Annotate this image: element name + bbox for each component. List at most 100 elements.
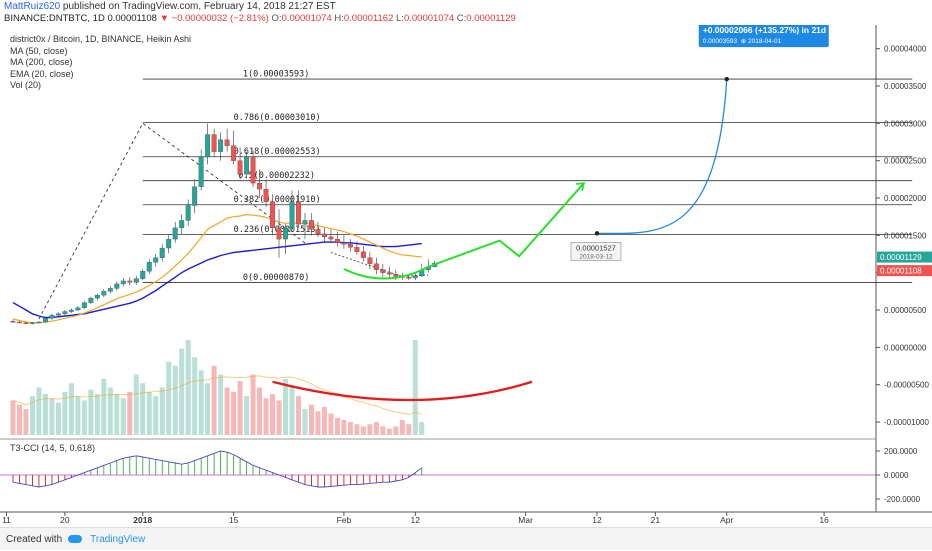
candle-body	[283, 227, 288, 240]
publish-text: published on TradingView.com, February 1…	[60, 1, 336, 12]
y-tick-label: 0.00003500	[884, 82, 927, 91]
y-tick-label: 0.00003000	[884, 119, 927, 128]
x-tick-label: Mar	[518, 515, 533, 525]
candle-body	[179, 220, 185, 229]
y-tick-label: -0.00000500	[884, 381, 929, 390]
candle-body	[127, 280, 133, 283]
volume-bar	[29, 396, 35, 435]
volume-bar	[75, 396, 81, 435]
volume-bar	[127, 391, 133, 435]
candle-body	[68, 309, 74, 312]
volume-bar	[107, 387, 113, 435]
volume-ma-line	[12, 375, 422, 415]
candle-body	[94, 294, 100, 299]
legend-vol[interactable]: Vol (20)	[10, 80, 42, 90]
volume-bar	[224, 387, 230, 435]
candle-body	[334, 238, 340, 243]
candle-body	[296, 201, 301, 225]
volume-bar	[237, 381, 243, 435]
measure-label-box: +0.00002066 (+135.27%) in 21d 0.00003593 ⊕…	[698, 25, 829, 48]
fib-level-label: 0.618(0.00002553)	[234, 147, 321, 157]
candle-body	[263, 188, 269, 202]
volume-bar	[185, 340, 191, 435]
fib-level-label: 1(0.00003593)	[243, 70, 310, 80]
volume-bar	[354, 424, 360, 435]
measure-label-date: ⊕ 2018-04-01	[741, 38, 782, 45]
volume-bar	[263, 398, 269, 435]
cci-tick-label: -200.0000	[884, 495, 921, 504]
volume-bar	[211, 365, 217, 435]
price-label-bg	[877, 251, 932, 263]
candle-body	[120, 280, 126, 285]
candle-body	[360, 251, 366, 258]
volume-bar	[88, 389, 94, 435]
candle-body	[36, 321, 42, 324]
high-value: 0.00001162	[343, 13, 394, 24]
volume-bar	[153, 396, 159, 435]
volume-bar	[367, 424, 373, 435]
volume-bar	[334, 417, 340, 435]
fib-level-label: 0.5(0.00002232)	[238, 171, 315, 181]
volume-bar	[23, 409, 29, 435]
open-label: O:	[271, 13, 282, 24]
price-chart[interactable]: 0.00004000 0.00003500 0.00003000 0.00002500…	[0, 25, 932, 525]
measure-origin-dot	[594, 231, 600, 236]
author-link[interactable]: MattRuiz620	[4, 1, 61, 12]
candle-body	[62, 311, 68, 314]
candle-body	[373, 263, 379, 270]
candle-body	[10, 321, 16, 323]
candle-body	[354, 247, 360, 252]
candle-body	[250, 156, 256, 184]
x-tick-label: 20	[60, 515, 70, 525]
legend-ema20[interactable]: EMA (20, close)	[10, 68, 74, 79]
legend-cci[interactable]: T3-CCI (14, 5, 0.618)	[10, 443, 96, 453]
open-value: 0.00001074	[281, 13, 332, 24]
legend-ma50[interactable]: MA (50, close)	[10, 45, 68, 56]
volume-bar	[308, 404, 314, 435]
cci-tick-label: 0.0000	[884, 471, 909, 480]
trend-dashed-line	[38, 122, 306, 320]
footer: Created with TradingView	[0, 527, 932, 550]
close-value: 0.00001129	[466, 13, 516, 24]
candle-body	[101, 291, 107, 296]
candle-body	[231, 145, 237, 161]
candle-body	[81, 302, 87, 308]
x-tick-label: 12	[592, 515, 602, 525]
candle-body	[309, 220, 314, 230]
candle-body	[140, 271, 146, 279]
legend-ma200[interactable]: MA (200, close)	[10, 57, 73, 67]
volume-bar	[347, 422, 353, 435]
point-label-value: 0.00001527	[576, 243, 616, 252]
volume-bar	[94, 393, 100, 435]
candle-body	[192, 186, 198, 206]
chart-background	[0, 25, 932, 525]
change-arrow-icon: ▼	[159, 13, 170, 24]
price-label-text: 0.00001108	[880, 267, 922, 276]
y-tick-label: -0.00001000	[884, 418, 929, 427]
volume-bar	[101, 378, 107, 435]
volume-bar	[205, 383, 211, 435]
candle-body	[328, 236, 334, 240]
projection-green-line	[343, 182, 585, 280]
measure-label-text: +0.00002066 (+135.27%) in 21d	[703, 25, 826, 35]
measure-curve	[596, 79, 728, 235]
volume-bar	[419, 422, 425, 435]
y-tick-label: 0.00002500	[884, 157, 927, 166]
candle-body	[367, 257, 373, 264]
candle-body	[146, 262, 152, 272]
volume-bar	[289, 385, 295, 435]
candle-body	[393, 274, 399, 277]
volume-bar	[406, 424, 412, 435]
measure-target-dot	[724, 76, 729, 82]
candle-body	[172, 227, 178, 240]
symbol-line: BINANCE:DNTBTC, 1D 0.00001108 ▼ −0.00000…	[0, 13, 516, 25]
footer-brand[interactable]: TradingView	[90, 534, 146, 545]
candle-body	[315, 229, 321, 235]
last-price: 0.00001108	[107, 13, 157, 24]
candle-body	[29, 322, 35, 324]
fib-level-label: 0.382(0.00001910)	[234, 195, 321, 205]
volume-bar	[192, 357, 198, 435]
volume-bar	[172, 365, 178, 435]
x-tick-label: 21	[651, 515, 661, 525]
